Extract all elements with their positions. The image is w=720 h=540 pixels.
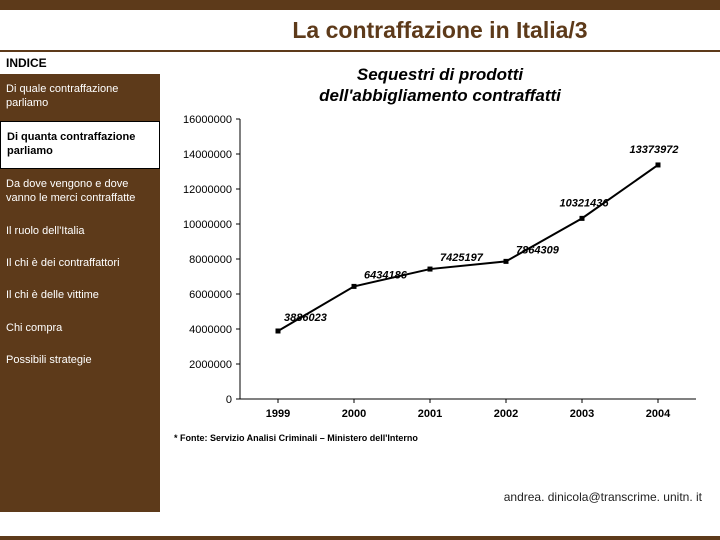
sidebar-item-chicompra[interactable]: Chi compra [0, 313, 160, 345]
svg-text:2000: 2000 [342, 408, 366, 420]
sidebar: INDICE Di quale contraffazione parliamo … [0, 52, 160, 512]
main: INDICE Di quale contraffazione parliamo … [0, 52, 720, 512]
sidebar-item-strategie[interactable]: Possibili strategie [0, 345, 160, 377]
svg-text:10000000: 10000000 [183, 219, 232, 231]
footer-email: andrea. dinicola@transcrime. unitn. it [504, 490, 702, 504]
svg-text:4000000: 4000000 [189, 324, 232, 336]
svg-text:13373972: 13373972 [630, 143, 679, 155]
svg-text:7864309: 7864309 [516, 244, 560, 256]
sidebar-heading: INDICE [0, 52, 160, 74]
chart-svg: 0 2000000 4000000 6000000 8000000 10000000 120… [170, 109, 710, 429]
svg-text:2002: 2002 [494, 408, 518, 420]
svg-text:2000000: 2000000 [189, 359, 232, 371]
svg-text:2001: 2001 [418, 408, 442, 420]
page-title: La contraffazione in Italia/3 [292, 17, 587, 44]
svg-text:12000000: 12000000 [183, 184, 232, 196]
chart-title-line1: Sequestri di prodotti [357, 65, 523, 84]
svg-text:1999: 1999 [266, 408, 290, 420]
svg-text:14000000: 14000000 [183, 149, 232, 161]
line-chart: 0 2000000 4000000 6000000 8000000 10000000 120… [170, 109, 710, 429]
bottom-bar [0, 536, 720, 540]
title-row: La contraffazione in Italia/3 [0, 10, 720, 52]
chart-title: Sequestri di prodotti dell'abbigliamento… [170, 64, 710, 107]
sidebar-item-quanta[interactable]: Di quanta contraffazione parliamo [0, 121, 160, 170]
content: Sequestri di prodotti dell'abbigliamento… [160, 52, 720, 512]
svg-text:10321436: 10321436 [560, 197, 610, 209]
svg-text:7425197: 7425197 [440, 252, 484, 264]
source-note: * Fonte: Servizio Analisi Criminali – Mi… [174, 433, 710, 443]
svg-text:3886023: 3886023 [284, 311, 327, 323]
svg-text:0: 0 [226, 394, 232, 406]
svg-text:2004: 2004 [646, 408, 671, 420]
sidebar-item-contraffattori[interactable]: Il chi è dei contraffattori [0, 248, 160, 280]
sidebar-item-vittime[interactable]: Il chi è delle vittime [0, 280, 160, 312]
svg-text:8000000: 8000000 [189, 254, 232, 266]
sidebar-item-dadove[interactable]: Da dove vengono e dove vanno le merci co… [0, 169, 160, 216]
sidebar-item-ruolo[interactable]: Il ruolo dell'Italia [0, 216, 160, 248]
sidebar-item-quale[interactable]: Di quale contraffazione parliamo [0, 74, 160, 121]
top-bar [0, 0, 720, 10]
svg-text:6434186: 6434186 [364, 269, 408, 281]
svg-text:6000000: 6000000 [189, 289, 232, 301]
chart-title-line2: dell'abbigliamento contraffatti [319, 86, 561, 105]
svg-text:16000000: 16000000 [183, 114, 232, 126]
svg-text:2003: 2003 [570, 408, 594, 420]
